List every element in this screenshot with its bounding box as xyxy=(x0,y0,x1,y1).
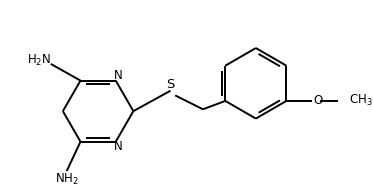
Text: H$_2$N: H$_2$N xyxy=(26,53,51,68)
Text: NH$_2$: NH$_2$ xyxy=(55,172,78,187)
Text: N: N xyxy=(114,140,123,153)
Text: N: N xyxy=(114,69,123,83)
Text: CH$_3$: CH$_3$ xyxy=(350,93,373,108)
Text: S: S xyxy=(166,78,175,91)
Text: O: O xyxy=(313,94,323,107)
